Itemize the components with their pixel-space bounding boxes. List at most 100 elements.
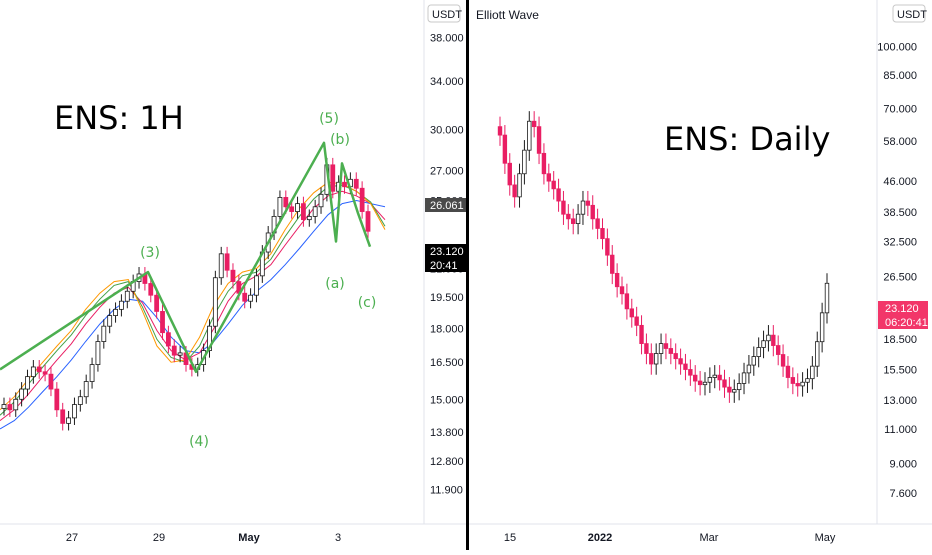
right-candle-body [585, 200, 591, 206]
left-candle-body [36, 366, 42, 373]
left-y-tick: 13.800 [430, 427, 464, 439]
right-subtitle: Elliott Wave [476, 8, 539, 22]
right-candle-body [541, 152, 547, 175]
right-candle-body [644, 343, 649, 354]
left-candle-body [95, 341, 101, 365]
right-candle-body [595, 218, 600, 229]
right-candle-body [580, 200, 586, 215]
right-candle-body [707, 377, 713, 383]
right-candle-body [766, 334, 771, 342]
left-candle-body [289, 206, 295, 212]
right-candle-body [658, 343, 664, 354]
right-candle-body [531, 120, 537, 128]
right-y-tick: 7.600 [889, 488, 917, 500]
left-candle-body [119, 300, 124, 310]
left-candle-body [312, 206, 318, 217]
right-candle-body [751, 356, 756, 366]
right-candle-body [605, 238, 610, 256]
left-price-badge: 26.061 [430, 200, 464, 212]
right-candle-body [736, 383, 742, 391]
left-price-badge-bg [425, 198, 466, 212]
left-y-tick: 18.000 [430, 323, 464, 335]
right-candle-body [536, 126, 542, 154]
left-candle-body [54, 388, 60, 411]
right-panel: 100.000 85.000 70.000 58.000 46.000 38.500 32.… [469, 0, 932, 544]
right-candle-body [634, 316, 639, 326]
left-x-tick: May [238, 532, 260, 544]
right-x-tick: 2022 [588, 532, 612, 544]
left-candle-body [160, 311, 165, 334]
left-candle-body [171, 345, 177, 356]
right-candle-body [551, 180, 556, 190]
left-candle-body [89, 364, 95, 382]
left-candle-body [306, 215, 312, 221]
right-candle-body [663, 343, 669, 349]
right-title: ENS: Daily [664, 120, 830, 158]
right-x-tick: May [815, 532, 836, 544]
left-candle-body [224, 253, 230, 271]
right-y-tick: 46.000 [883, 176, 917, 188]
left-candle-body [101, 325, 107, 342]
left-candle-body [107, 315, 113, 327]
right-candle-body [761, 340, 766, 348]
right-candle-body [571, 218, 576, 224]
left-candle-body [218, 253, 224, 279]
left-candle-body [113, 308, 118, 316]
left-candle-body [154, 294, 160, 312]
right-price-badge-bg [878, 301, 928, 315]
left-x-tick: 29 [153, 532, 165, 544]
right-x-tick: Mar [700, 532, 719, 544]
left-candle-body [365, 211, 371, 232]
right-candle-body [619, 286, 625, 295]
right-candle-body [732, 389, 737, 393]
left-price-badge: 23.120 [430, 246, 464, 258]
right-candle-body [688, 369, 693, 376]
right-candle-body [697, 380, 703, 386]
right-y-tick: 58.000 [883, 136, 917, 148]
right-candle-body [502, 134, 508, 164]
left-candle-body [148, 283, 154, 296]
left-candle-body [359, 187, 365, 212]
right-candle-body [517, 173, 522, 198]
right-candle-body [819, 312, 825, 343]
right-candle-body [653, 353, 659, 365]
right-candle-body [614, 272, 620, 288]
right-price-badge: 23.120 [885, 303, 919, 315]
left-candle-body [48, 373, 54, 390]
right-y-tick: 13.000 [883, 395, 917, 407]
right-candle-body [561, 200, 566, 215]
left-y-tick: 38.000 [430, 33, 464, 45]
right-candle-body [805, 378, 810, 383]
left-candle-body [230, 269, 236, 282]
right-candle-body [497, 126, 503, 136]
left-wave-label: (5) [319, 111, 339, 127]
left-candle-body [301, 203, 306, 221]
left-candle-body [165, 332, 171, 347]
left-y-tick: 30.000 [430, 125, 464, 137]
right-candle-body [722, 379, 727, 388]
right-candle-body [727, 386, 732, 393]
left-candle-body [277, 197, 283, 217]
right-y-tick: 38.500 [883, 207, 917, 219]
left-y-tick: 16.500 [430, 357, 464, 369]
right-candle-body [795, 383, 800, 387]
left-candle-body [7, 404, 13, 411]
left-ma-line [0, 199, 386, 430]
right-y-tick: 70.000 [883, 103, 917, 115]
left-y-tick: 19.500 [430, 292, 464, 304]
left-candle-body [30, 366, 36, 378]
right-candle-body [771, 334, 776, 346]
left-wave-label: (3) [140, 245, 160, 261]
right-x-tick: 15 [504, 532, 516, 544]
left-y-tick: 34.000 [430, 76, 464, 88]
right-y-tick: 9.000 [889, 459, 917, 471]
right-y-tick: 26.500 [883, 272, 917, 284]
right-currency-label[interactable]: USDT [897, 9, 927, 21]
right-candle-body [600, 228, 605, 240]
left-y-tick: 27.000 [430, 166, 464, 178]
left-candle-body [295, 203, 300, 212]
left-candle-body [330, 164, 336, 192]
left-candle-body [353, 178, 359, 189]
left-currency-label[interactable]: USDT [432, 9, 462, 21]
